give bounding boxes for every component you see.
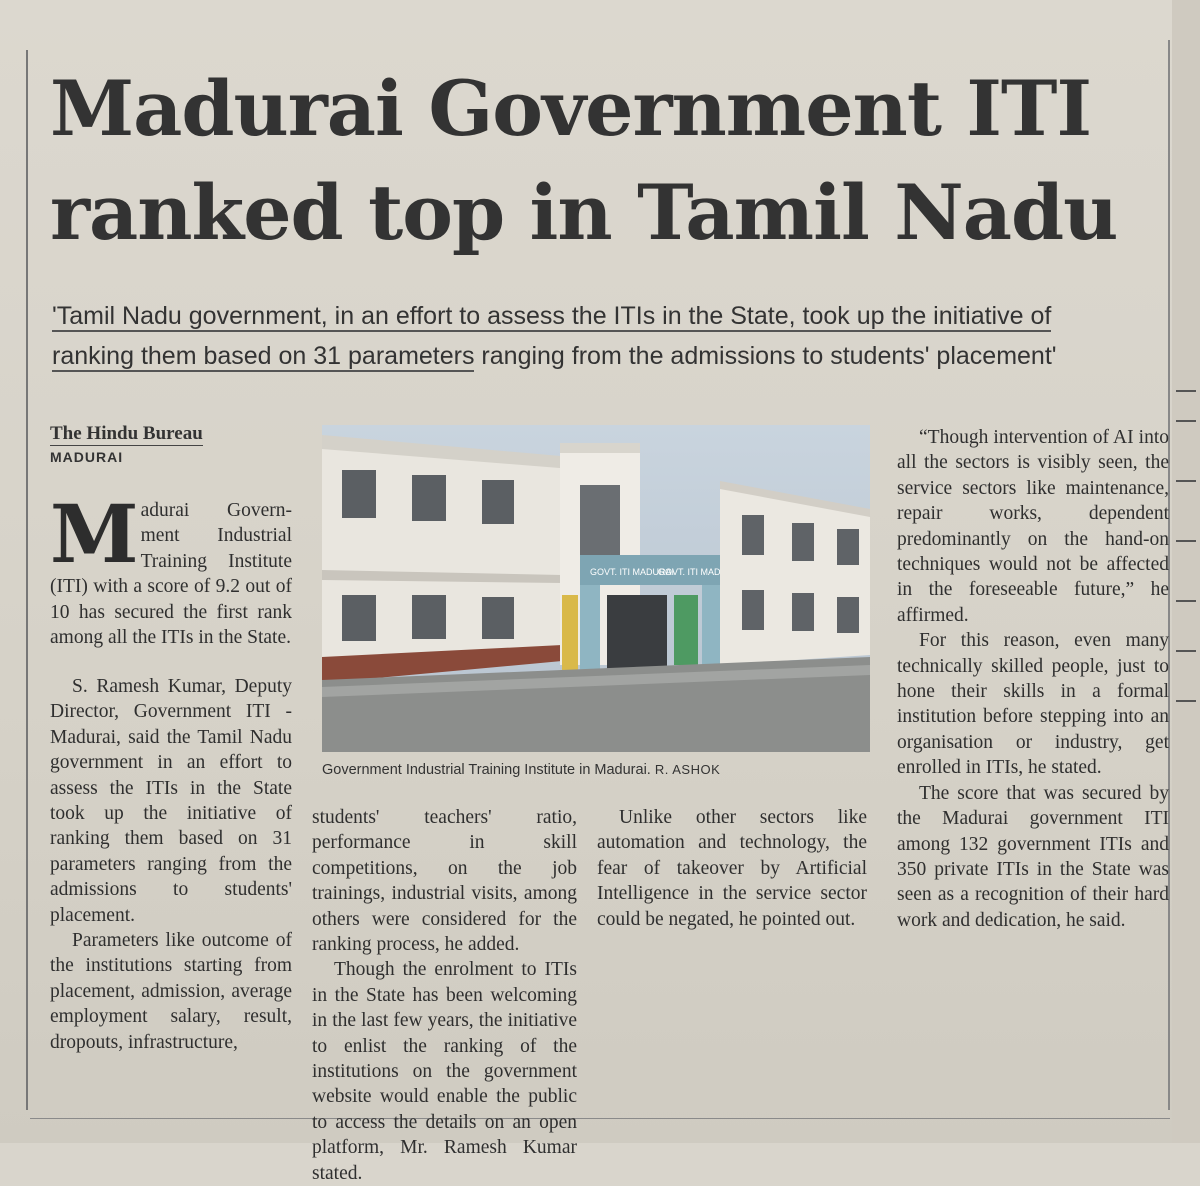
article-column-1-bottom: S. Ramesh Kumar, Deputy Director, Govern… xyxy=(50,674,292,1055)
paragraph-5-part: Though the enrolment to ITIs in the Stat… xyxy=(312,959,577,1184)
article-column-4: “Though intervention of AI into all the … xyxy=(897,425,1169,933)
byline: The Hindu Bureau xyxy=(50,423,203,446)
article-column-1-top: M adurai Govern- ment Industrial Trainin… xyxy=(50,487,292,650)
paragraph-2: S. Ramesh Kumar, Deputy Director, Govern… xyxy=(50,676,292,926)
headline-line-2: ranked top in Tamil Nadu xyxy=(50,168,1118,257)
paragraph-3: Parameters like outcome of the instituti… xyxy=(50,930,292,1053)
porch-sign-1: GOVT. ITI MADURAI xyxy=(590,567,674,577)
paragraph-4: students' teachers' ratio, performance i… xyxy=(312,807,577,956)
dateline: MADURAI xyxy=(50,449,124,465)
page-edge xyxy=(1172,0,1200,1143)
deck-line-2-rest: ranging from the admissions to students'… xyxy=(474,342,1057,370)
porch-sign-2: GOVT. ITI MADURAI xyxy=(658,567,742,577)
photo-caption: Government Industrial Training Institute… xyxy=(322,762,720,778)
deck-summary: 'Tamil Nadu government, in an effort to … xyxy=(52,296,1152,376)
deck-line-2-underlined: ranking them based on 31 parameters xyxy=(52,342,475,372)
photo-credit: R. ASHOK xyxy=(654,762,721,777)
drop-cap: M xyxy=(50,487,139,581)
paragraph-7: “Though intervention of AI into all the … xyxy=(897,427,1169,626)
column-rule-left xyxy=(26,50,28,1110)
article-column-2: students' teachers' ratio, performance i… xyxy=(312,805,577,1186)
headline-line-1: Madurai Government ITI xyxy=(50,64,1092,153)
paragraph-1: adurai Govern- ment Industrial Training … xyxy=(50,500,292,649)
paragraph-9: The score that was secured by the Madura… xyxy=(897,782,1169,931)
building-photo: GOVT. ITI MADURAI GOVT. ITI MADURAI xyxy=(322,425,870,752)
paragraph-6: Unlike other sectors like automation and… xyxy=(597,807,867,930)
bottom-rule xyxy=(30,1118,1170,1119)
building-photo-illustration: GOVT. ITI MADURAI GOVT. ITI MADURAI xyxy=(322,425,870,752)
article-column-3: Unlike other sectors like automation and… xyxy=(597,805,867,932)
paragraph-8: For this reason, even many technically s… xyxy=(897,630,1169,779)
column-rule-right xyxy=(1168,40,1170,1110)
deck-line-1: 'Tamil Nadu government, in an effort to … xyxy=(52,302,1052,332)
caption-text: Government Industrial Training Institute… xyxy=(322,762,651,778)
